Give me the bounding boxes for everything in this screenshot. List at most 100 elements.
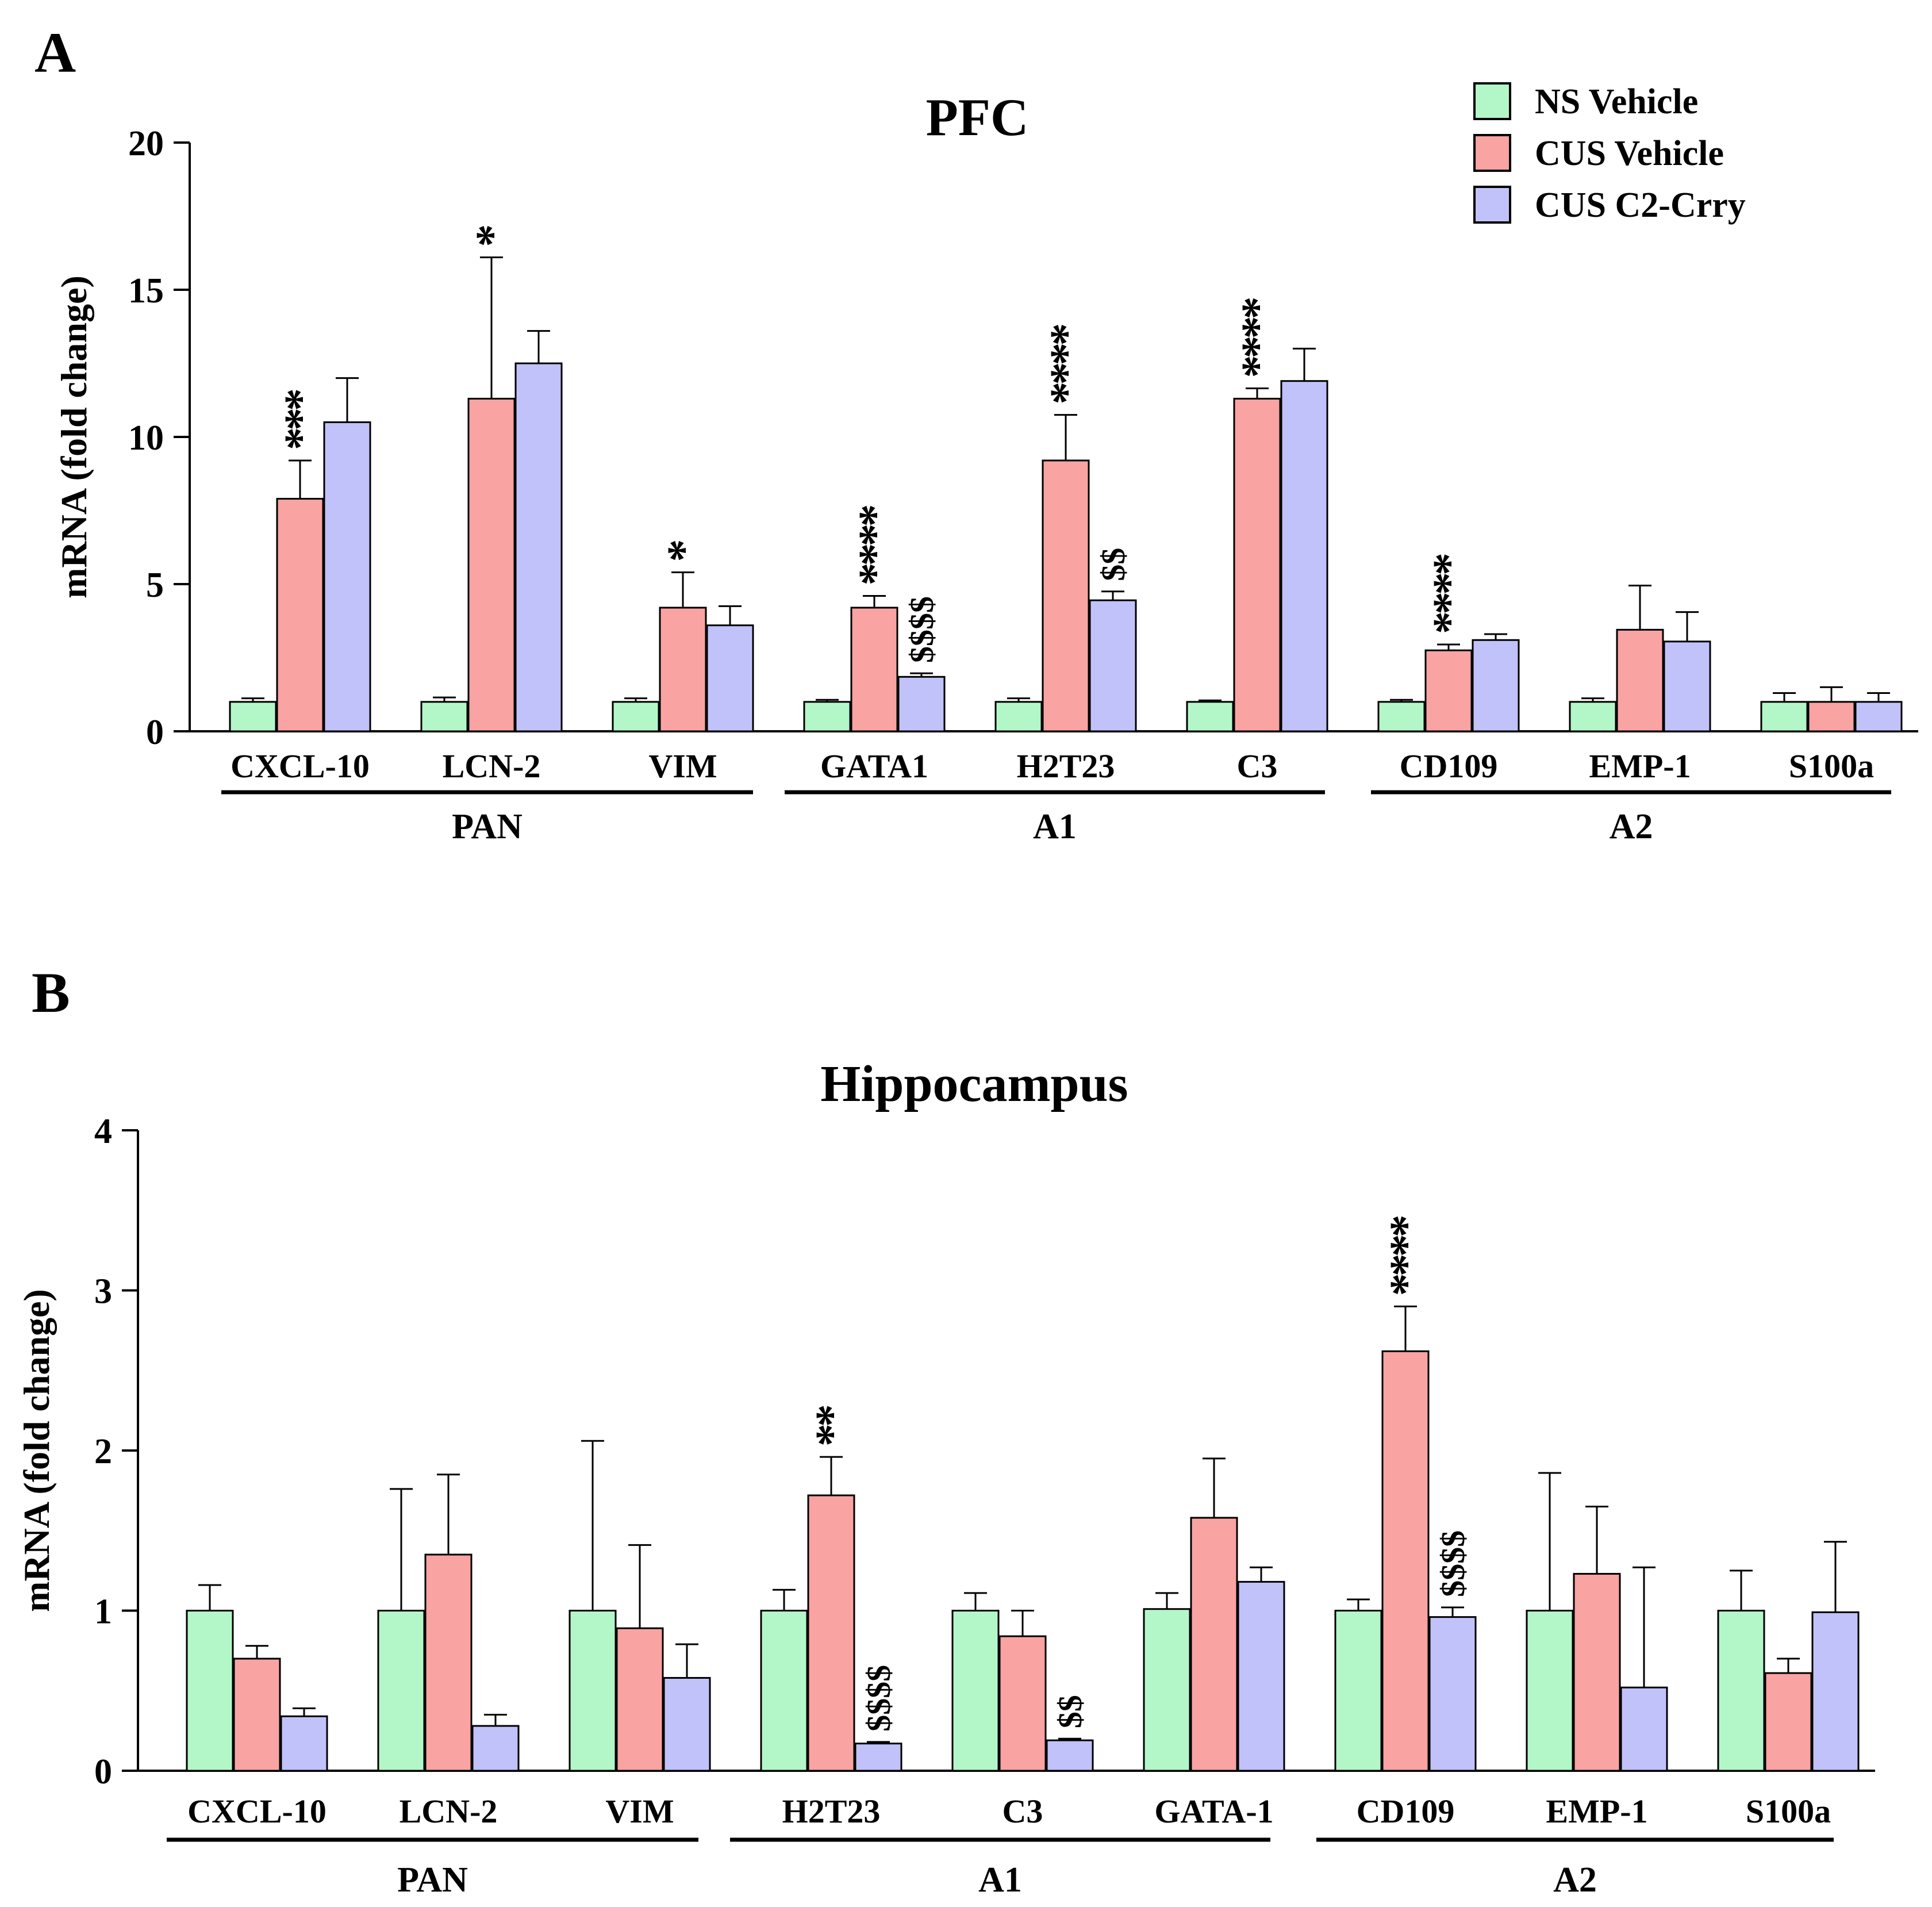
y-tick-label-A-4: 20	[128, 124, 164, 163]
bar-A-3-0	[803, 701, 851, 732]
bar-B-1-0	[377, 1610, 425, 1772]
significance-A-5: ****	[1042, 325, 1092, 405]
legend-swatch-3	[1473, 186, 1511, 224]
legend-label-2: CUS Vehicle	[1535, 134, 1724, 173]
bar-B-8-2	[1811, 1611, 1860, 1772]
legend-label-1: NS Vehicle	[1535, 82, 1698, 121]
bar-B-6-1	[1381, 1350, 1430, 1772]
x-tick-label-B-0: CXCL-10	[187, 1793, 327, 1830]
significance-B-1: $$$$	[860, 1665, 897, 1732]
bar-B-3-1	[807, 1494, 855, 1772]
significance-A-8: ****	[1424, 554, 1475, 634]
significance-A-6: $$	[1094, 548, 1132, 581]
bar-A-2-1	[659, 607, 707, 732]
bar-B-1-1	[424, 1553, 473, 1772]
bar-A-1-2	[514, 362, 563, 732]
bar-A-6-2	[1472, 639, 1520, 732]
y-tick-label-A-0: 0	[146, 713, 164, 752]
x-tick-label-A-0: CXCL-10	[231, 747, 370, 785]
bar-B-5-0	[1143, 1608, 1191, 1772]
bar-A-3-2	[897, 676, 946, 732]
bar-B-6-2	[1428, 1616, 1477, 1772]
bar-B-0-1	[233, 1657, 281, 1772]
bar-A-2-0	[612, 701, 660, 732]
bar-A-2-2	[706, 624, 754, 732]
legend-swatch-2	[1473, 134, 1511, 172]
group-label-A-2: A2	[1610, 807, 1653, 846]
y-tick-label-B-4: 4	[94, 1112, 112, 1151]
y-tick-label-B-0: 0	[94, 1752, 112, 1791]
y-axis-label-A: mRNA (fold change)	[53, 275, 94, 598]
group-label-A-1: A1	[1033, 807, 1077, 846]
x-tick-label-A-1: LCN-2	[443, 747, 541, 785]
chart-title-A: PFC	[926, 88, 1029, 147]
panel-letter-B: B	[32, 961, 70, 1025]
bar-A-8-0	[1760, 701, 1808, 732]
x-tick-label-B-6: CD109	[1357, 1793, 1455, 1830]
x-tick-label-B-4: C3	[1003, 1793, 1043, 1830]
group-label-A-0: PAN	[452, 807, 523, 846]
bar-A-7-1	[1616, 628, 1664, 732]
bar-A-5-0	[1186, 701, 1234, 732]
x-tick-label-A-6: CD109	[1400, 747, 1498, 785]
bar-B-7-0	[1526, 1610, 1574, 1772]
bar-A-7-0	[1569, 701, 1617, 732]
bar-A-5-2	[1280, 380, 1328, 732]
y-tick-label-A-2: 10	[128, 419, 164, 458]
y-tick-label-B-1: 1	[94, 1593, 112, 1632]
bar-B-8-1	[1764, 1672, 1812, 1772]
bar-B-3-2	[854, 1743, 902, 1772]
bar-A-8-1	[1807, 701, 1856, 732]
bar-A-5-1	[1233, 397, 1281, 732]
y-axis-label-B: mRNA (fold change)	[16, 1289, 57, 1612]
bar-B-0-2	[280, 1715, 328, 1772]
legend-label-3: CUS C2-Crry	[1535, 186, 1746, 225]
x-tick-label-A-3: GATA1	[820, 747, 928, 785]
bar-A-4-2	[1089, 599, 1137, 732]
significance-B-3: ****	[1381, 1216, 1432, 1296]
bar-B-6-0	[1334, 1610, 1382, 1772]
significance-B-4: $$$$	[1434, 1530, 1472, 1597]
x-tick-label-A-7: EMP-1	[1589, 747, 1691, 785]
bar-B-7-2	[1620, 1686, 1668, 1772]
bar-B-1-2	[471, 1725, 520, 1772]
group-label-B-1: A1	[978, 1860, 1022, 1900]
bar-B-2-1	[616, 1627, 664, 1772]
chart-title-B: Hippocampus	[820, 1056, 1128, 1112]
bar-B-0-0	[186, 1610, 234, 1772]
x-tick-label-A-5: C3	[1237, 747, 1278, 785]
significance-A-3: ****	[850, 505, 901, 585]
bar-B-4-2	[1046, 1739, 1094, 1772]
x-tick-label-B-2: VIM	[605, 1793, 674, 1830]
bar-B-5-2	[1237, 1580, 1285, 1772]
bar-A-4-1	[1042, 459, 1090, 732]
bar-A-0-1	[276, 498, 324, 732]
significance-B-0: **	[807, 1406, 858, 1446]
y-tick-label-B-3: 3	[94, 1272, 112, 1311]
y-tick-label-B-2: 2	[94, 1432, 112, 1471]
group-label-B-0: PAN	[397, 1860, 468, 1900]
panel-letter-A: A	[34, 21, 76, 85]
y-tick-label-A-3: 15	[128, 271, 164, 310]
group-label-B-2: A2	[1553, 1860, 1597, 1900]
bar-B-4-0	[951, 1610, 1000, 1772]
x-tick-label-A-8: S100a	[1789, 747, 1874, 785]
x-tick-label-B-1: LCN-2	[400, 1793, 498, 1830]
significance-B-2: $$	[1051, 1695, 1089, 1728]
bar-B-8-0	[1717, 1610, 1765, 1772]
x-tick-label-B-5: GATA-1	[1154, 1793, 1273, 1830]
significance-A-7: ****	[1233, 298, 1284, 378]
bar-A-1-1	[467, 397, 516, 732]
bar-A-3-1	[850, 607, 898, 732]
bar-A-4-0	[994, 701, 1043, 732]
x-tick-label-B-8: S100a	[1746, 1793, 1831, 1830]
bar-A-6-1	[1424, 649, 1473, 732]
bar-B-2-0	[569, 1610, 617, 1772]
bar-A-1-0	[420, 701, 468, 732]
x-tick-label-A-2: VIM	[648, 747, 717, 785]
bar-B-5-1	[1190, 1517, 1238, 1772]
significance-A-2: *	[659, 541, 709, 562]
bar-B-3-0	[760, 1610, 808, 1772]
bar-B-7-1	[1573, 1572, 1621, 1772]
